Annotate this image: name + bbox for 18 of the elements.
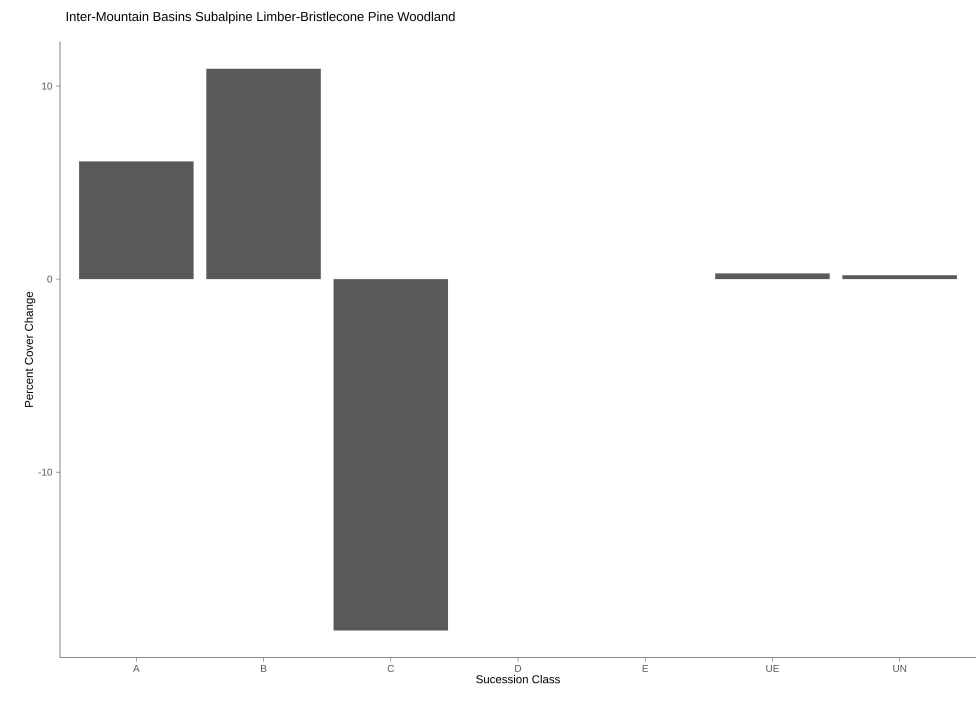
x-tick-label: UE	[766, 665, 779, 672]
x-tick-label: C	[388, 665, 394, 672]
chart-title: Inter-Mountain Basins Subalpine Limber-Bristlecone Pine Woodland	[66, 12, 455, 24]
x-tick-label: A	[133, 665, 140, 672]
x-tick-label: E	[642, 665, 648, 672]
y-axis-title: Percent Cover Change	[24, 292, 36, 407]
bar	[715, 273, 830, 280]
x-axis-title: Sucession Class	[476, 674, 560, 684]
x-tick-label: B	[261, 665, 266, 672]
bar	[206, 68, 321, 280]
x-tick-label: D	[515, 665, 522, 672]
x-tick-label: UN	[893, 665, 906, 672]
y-tick-label: -10	[38, 468, 52, 476]
y-tick-label: 0	[47, 276, 52, 283]
y-tick-label: 10	[42, 82, 52, 90]
bar	[79, 161, 194, 280]
bar	[334, 279, 448, 630]
bar	[842, 275, 957, 280]
